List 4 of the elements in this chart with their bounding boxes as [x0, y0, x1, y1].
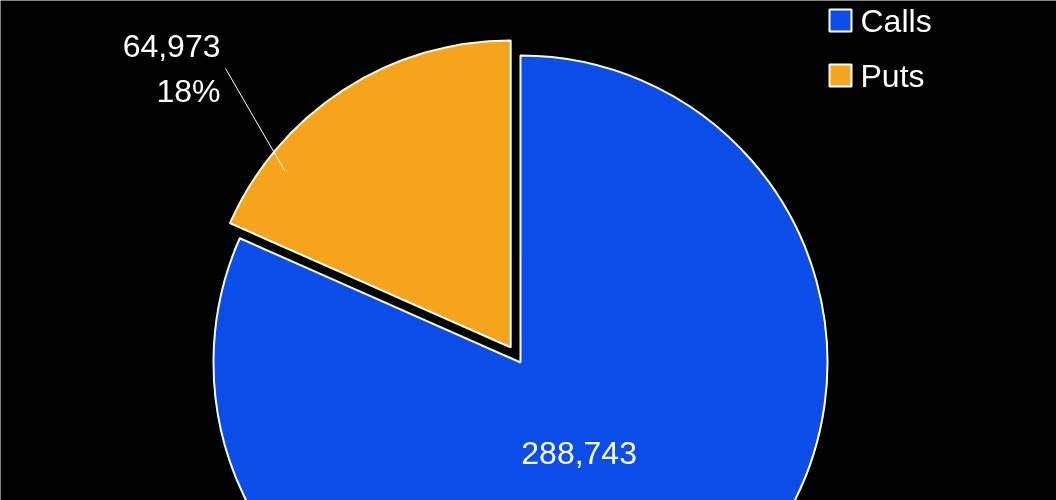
- legend-label: Calls: [860, 2, 932, 39]
- data-label: 288,743: [521, 434, 637, 471]
- data-label: 64,973 18%: [122, 28, 221, 109]
- legend-label: Puts: [860, 57, 925, 94]
